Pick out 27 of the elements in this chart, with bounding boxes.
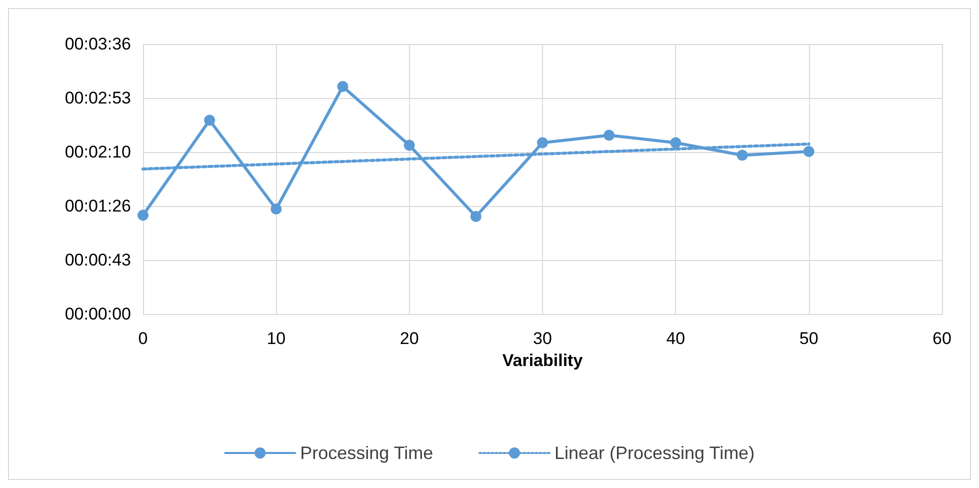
point: [604, 130, 615, 141]
y-tick-label: 00:03:36: [64, 34, 131, 54]
x-axis-title: Variability: [502, 350, 584, 370]
point: [803, 146, 814, 157]
legend-label: Processing Time: [300, 443, 434, 463]
y-tick-label: 00:01:26: [64, 196, 131, 216]
y-tick-label: 00:02:10: [64, 142, 131, 162]
y-tick-label: 00:00:00: [64, 304, 131, 324]
x-tick-label: 60: [932, 329, 952, 348]
y-tick-label: 00:02:53: [64, 88, 131, 108]
x-tick-label: 40: [666, 329, 686, 348]
point: [670, 137, 682, 148]
point: [736, 150, 748, 161]
point: [138, 210, 148, 221]
x-tick-label: 50: [799, 329, 818, 348]
point: [404, 140, 415, 151]
y-tick-label: 00:00:43: [64, 250, 131, 270]
x-tick-label: 10: [266, 329, 286, 348]
point: [204, 114, 216, 126]
legend-label: Linear (Processing Time): [554, 443, 755, 463]
point: [270, 204, 282, 214]
point: [337, 81, 348, 92]
x-tick-label: 0: [138, 329, 148, 348]
x-tick-label: 20: [400, 329, 419, 348]
x-tick-label: 30: [533, 329, 552, 348]
point: [537, 137, 548, 148]
point: [470, 211, 482, 222]
